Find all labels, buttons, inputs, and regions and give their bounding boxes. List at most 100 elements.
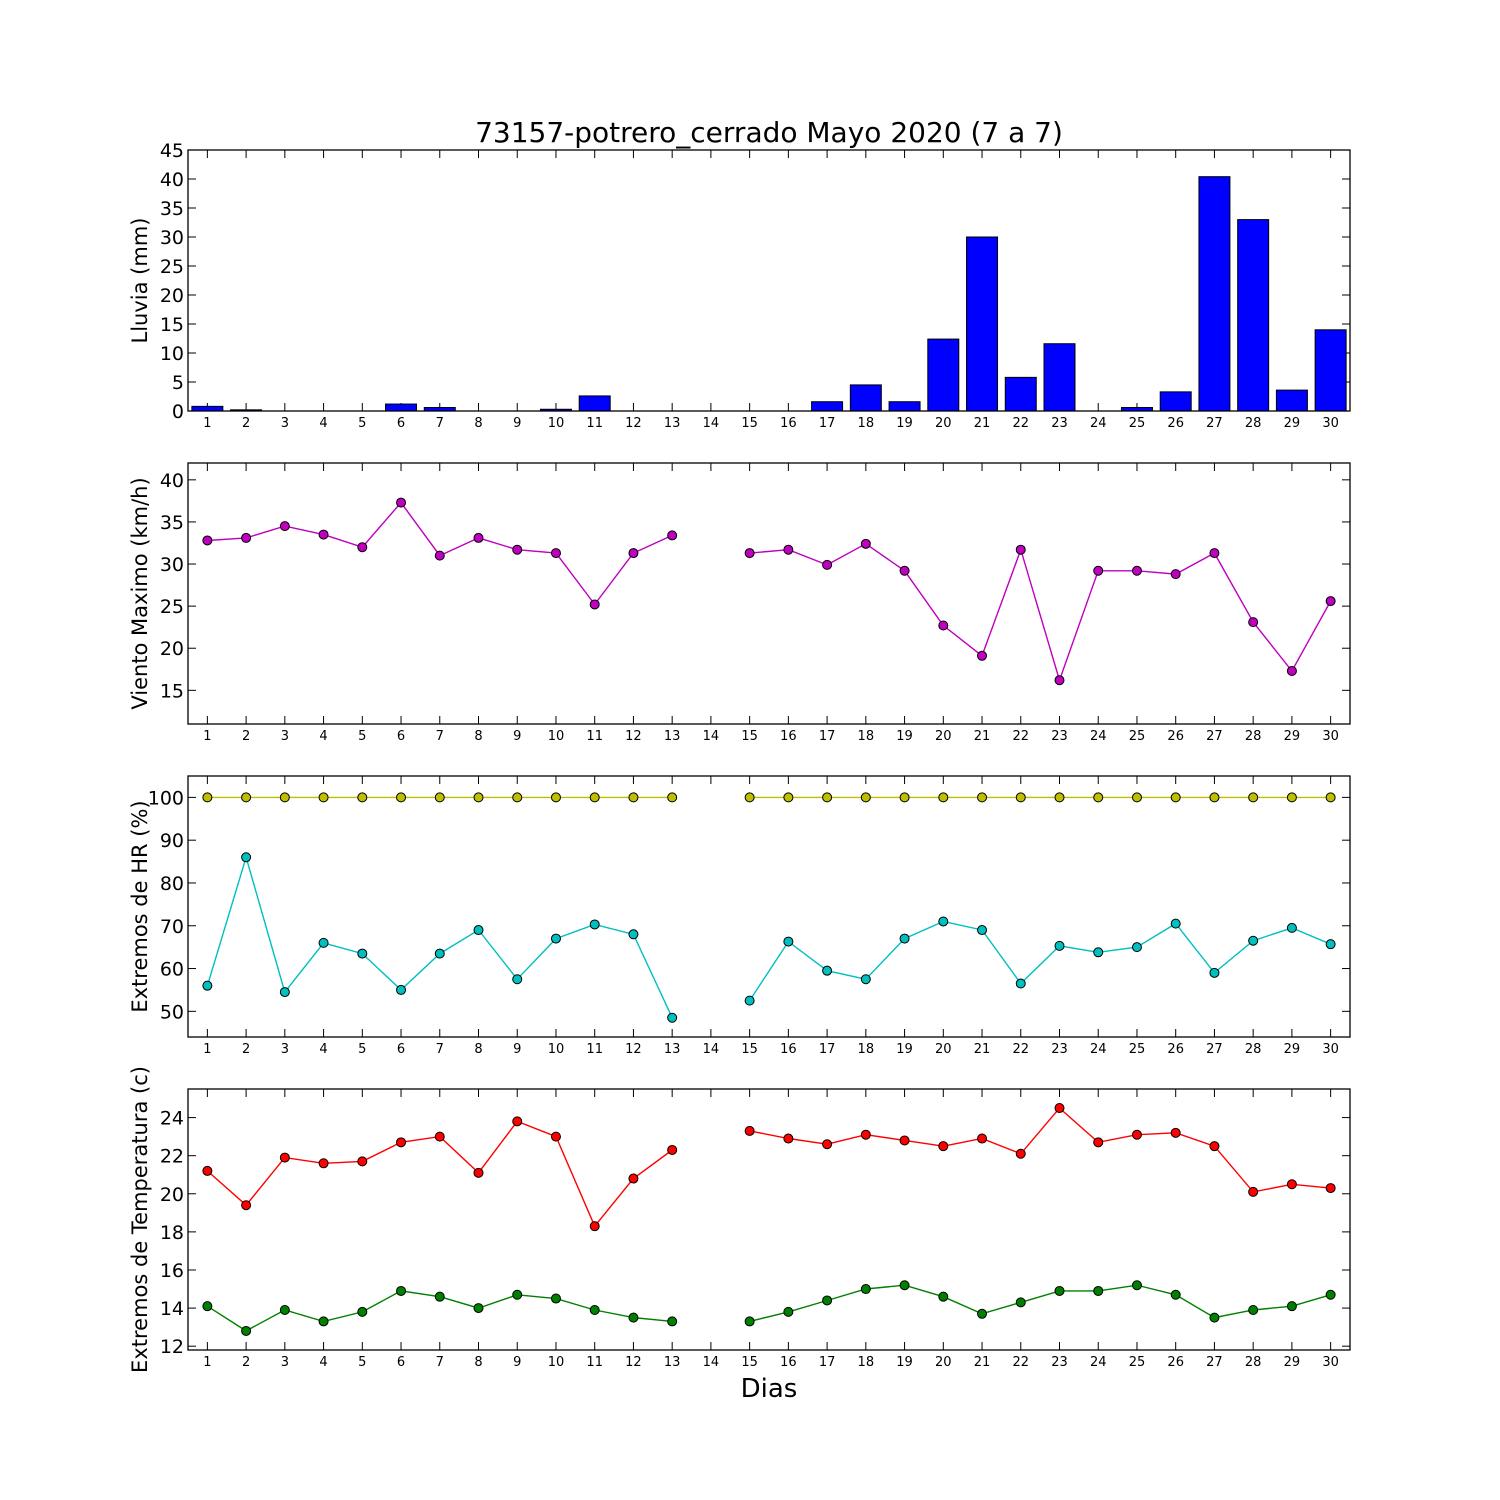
data-point <box>938 620 949 631</box>
x-tick-label: 8 <box>474 729 482 744</box>
x-tick-label: 30 <box>1322 416 1339 431</box>
data-point <box>628 548 639 559</box>
x-tick-label: 15 <box>741 729 758 744</box>
y-axis-label: Viento Maximo (km/h) <box>128 477 152 709</box>
x-tick-label: 11 <box>586 729 603 744</box>
x-tick-label: 11 <box>586 1355 603 1370</box>
data-point <box>434 550 445 561</box>
x-tick-label: 27 <box>1206 1355 1223 1370</box>
data-point <box>1325 1289 1336 1300</box>
data-point <box>434 792 445 803</box>
x-tick-label: 28 <box>1245 416 1262 431</box>
y-tick-label: 20 <box>160 285 184 307</box>
x-tick-label: 21 <box>974 1355 991 1370</box>
data-point <box>1325 939 1336 950</box>
data-point <box>1054 1285 1065 1296</box>
x-tick-label: 8 <box>474 1355 482 1370</box>
data-point <box>512 792 523 803</box>
y-tick-label: 20 <box>160 638 184 660</box>
x-tick-label: 14 <box>703 1042 720 1057</box>
x-tick-label: 1 <box>203 1042 211 1057</box>
x-tick-label: 4 <box>319 1042 327 1057</box>
y-tick-label: 20 <box>160 1184 184 1206</box>
x-tick-label: 29 <box>1284 729 1301 744</box>
series-line <box>749 920 1331 1001</box>
data-point <box>783 936 794 947</box>
data-point <box>1209 792 1220 803</box>
y-tick-label: 30 <box>160 227 184 249</box>
x-tick-label: 30 <box>1322 729 1339 744</box>
x-tick-label: 20 <box>935 1355 952 1370</box>
y-tick-label: 90 <box>160 830 184 852</box>
y-tick-label: 35 <box>160 512 184 534</box>
data-point <box>1170 569 1181 580</box>
y-tick-label: 80 <box>160 873 184 895</box>
series-line <box>749 1284 1331 1323</box>
x-tick-label: 17 <box>819 416 836 431</box>
x-tick-label: 18 <box>858 729 875 744</box>
data-point <box>1209 1312 1220 1323</box>
data-point <box>899 565 910 576</box>
x-tick-label: 12 <box>625 1042 642 1057</box>
data-point <box>202 980 213 991</box>
data-point <box>473 792 484 803</box>
x-tick-label: 7 <box>436 729 444 744</box>
x-tick-label: 14 <box>703 1355 720 1370</box>
data-point <box>202 1165 213 1176</box>
bar <box>578 395 611 412</box>
data-point <box>822 965 833 976</box>
data-point <box>1015 544 1026 555</box>
data-point <box>318 1316 329 1327</box>
x-tick-label: 6 <box>397 1355 405 1370</box>
x-tick-label: 5 <box>358 729 366 744</box>
x-tick-label: 11 <box>586 416 603 431</box>
bar <box>1159 391 1192 412</box>
plot-area <box>188 463 1350 724</box>
x-tick-label: 30 <box>1322 1042 1339 1057</box>
x-tick-label: 29 <box>1284 416 1301 431</box>
data-point <box>202 792 213 803</box>
data-point <box>1325 1183 1336 1194</box>
data-point <box>1248 1186 1259 1197</box>
x-tick-label: 3 <box>281 416 289 431</box>
y-tick-label: 40 <box>160 470 184 492</box>
data-point <box>938 792 949 803</box>
x-tick-label: 5 <box>358 1042 366 1057</box>
data-point <box>1131 792 1142 803</box>
y-tick-label: 22 <box>160 1146 184 1168</box>
data-point <box>512 1289 523 1300</box>
data-point <box>744 995 755 1006</box>
data-point <box>667 792 678 803</box>
y-tick-label: 70 <box>160 916 184 938</box>
data-point <box>1170 792 1181 803</box>
data-point <box>473 925 484 936</box>
x-tick-label: 4 <box>319 416 327 431</box>
bar <box>1237 219 1270 412</box>
data-point <box>241 852 252 863</box>
y-tick-label: 30 <box>160 554 184 576</box>
plot-frame <box>187 1088 1351 1351</box>
data-point <box>783 792 794 803</box>
x-tick-label: 19 <box>896 1042 913 1057</box>
x-tick-label: 11 <box>586 1042 603 1057</box>
y-tick-label: 15 <box>160 314 184 336</box>
data-point <box>783 1306 794 1317</box>
data-point <box>550 1131 561 1142</box>
data-point <box>1093 947 1104 958</box>
data-point <box>396 1285 407 1296</box>
data-point <box>512 1116 523 1127</box>
data-point <box>202 535 213 546</box>
y-tick-label: 12 <box>160 1336 184 1358</box>
x-tick-label: 24 <box>1090 1355 1107 1370</box>
data-point <box>589 792 600 803</box>
data-point <box>628 929 639 940</box>
data-point <box>628 792 639 803</box>
plot-area <box>188 150 1350 411</box>
x-tick-label: 13 <box>664 1042 681 1057</box>
x-tick-label: 18 <box>858 1355 875 1370</box>
y-tick-label: 25 <box>160 596 184 618</box>
x-tick-label: 22 <box>1012 416 1029 431</box>
x-tick-label: 21 <box>974 1042 991 1057</box>
data-point <box>783 1133 794 1144</box>
x-tick-label: 21 <box>974 416 991 431</box>
